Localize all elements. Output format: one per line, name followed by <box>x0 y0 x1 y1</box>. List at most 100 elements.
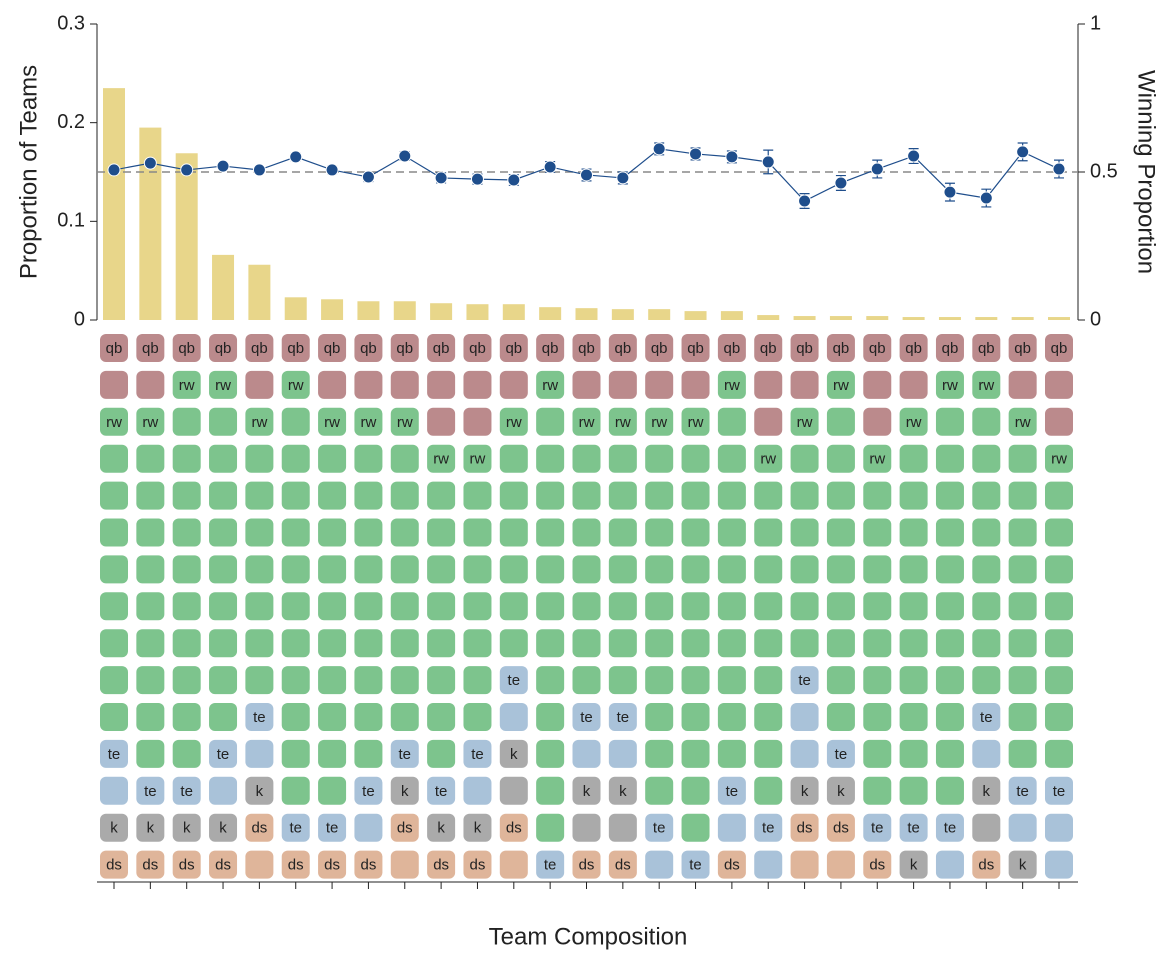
composition-cell <box>536 334 565 362</box>
cell-label: qb <box>106 340 123 357</box>
point <box>580 168 593 182</box>
composition-cell <box>427 334 456 362</box>
cell-label: k <box>219 820 227 837</box>
composition-cell <box>499 666 528 695</box>
composition-cell <box>572 518 601 547</box>
bar <box>1011 317 1034 320</box>
cell-label: ds <box>215 857 231 874</box>
cell-label: qb <box>542 340 559 357</box>
cell-label: qb <box>433 340 450 357</box>
composition-cell <box>681 850 710 879</box>
composition-cell <box>136 481 165 510</box>
composition-cell <box>681 481 710 510</box>
composition-cell <box>863 776 892 805</box>
point <box>107 163 121 177</box>
composition-cell <box>935 739 964 768</box>
composition-cell <box>754 370 783 399</box>
composition-cell <box>100 555 128 584</box>
composition-cell <box>754 629 783 658</box>
composition-cell <box>100 334 128 362</box>
composition-cell <box>572 850 601 879</box>
composition-cell <box>754 481 783 510</box>
cell-label: qb <box>215 340 232 357</box>
composition-cell <box>572 776 601 805</box>
cell-label: rw <box>542 377 558 394</box>
cell-label: ds <box>615 857 631 874</box>
point <box>543 160 557 174</box>
composition-cell <box>245 518 274 547</box>
composition-cell <box>427 813 456 842</box>
cell-label: qb <box>905 340 922 357</box>
composition-cell <box>136 444 165 473</box>
cell-label: ds <box>433 857 449 874</box>
composition-cell <box>427 629 456 658</box>
cell-label: qb <box>651 340 668 357</box>
composition-cell <box>100 592 128 621</box>
composition-cell <box>790 850 819 879</box>
composition-cell <box>935 334 964 362</box>
composition-cell <box>463 334 492 362</box>
composition-cell <box>390 813 419 842</box>
composition-cell <box>536 444 565 473</box>
composition-cell <box>1045 739 1073 768</box>
composition-cell <box>463 666 492 695</box>
composition-cell <box>717 407 746 436</box>
cell-label: te <box>362 783 375 800</box>
composition-cell <box>463 407 492 436</box>
composition-cell <box>281 370 310 399</box>
composition-cell <box>1045 850 1073 879</box>
y-tick-label: 0.3 <box>57 12 85 34</box>
composition-cell <box>1045 776 1073 805</box>
bar <box>175 153 198 320</box>
cell-label: rw <box>397 414 413 431</box>
composition-cell <box>1008 334 1037 362</box>
cell-label: qb <box>469 340 486 357</box>
cell-label: te <box>326 820 339 837</box>
composition-cell <box>1008 444 1037 473</box>
composition-cell <box>1008 813 1037 842</box>
point <box>470 172 484 186</box>
composition-cell <box>608 850 637 879</box>
composition-cell <box>499 444 528 473</box>
composition-cell <box>172 776 201 805</box>
point <box>398 149 412 163</box>
cell-label: te <box>399 746 412 763</box>
composition-cell <box>209 555 238 584</box>
composition-cell <box>717 444 746 473</box>
composition-cell <box>899 555 928 584</box>
composition-cell <box>136 813 165 842</box>
cell-label: rw <box>1051 451 1067 468</box>
composition-cell <box>354 850 383 879</box>
composition-cell <box>899 370 928 399</box>
composition-cell <box>281 739 310 768</box>
composition-cell <box>826 739 855 768</box>
cell-label: te <box>1016 783 1029 800</box>
bar <box>430 303 453 320</box>
composition-cell <box>463 481 492 510</box>
composition-cell <box>245 407 274 436</box>
composition-cell <box>645 592 674 621</box>
composition-cell <box>717 370 746 399</box>
composition-cell <box>790 666 819 695</box>
composition-cell <box>100 666 128 695</box>
composition-cell <box>572 444 601 473</box>
cell-label: ds <box>833 820 849 837</box>
composition-cell <box>717 739 746 768</box>
cell-label: qb <box>978 340 995 357</box>
composition-cell <box>245 666 274 695</box>
composition-cell <box>172 370 201 399</box>
composition-cell <box>100 703 128 731</box>
composition-cell <box>245 739 274 768</box>
y-axis-label: Proportion of Teams <box>15 65 42 279</box>
composition-cell <box>281 481 310 510</box>
composition-cell <box>608 444 637 473</box>
composition-cell <box>826 813 855 842</box>
composition-cell <box>754 407 783 436</box>
bar <box>720 311 743 320</box>
composition-cell <box>427 592 456 621</box>
composition-cell <box>754 334 783 362</box>
composition-cell <box>754 703 783 731</box>
composition-cell <box>427 703 456 731</box>
point <box>907 149 921 163</box>
composition-cell <box>172 592 201 621</box>
